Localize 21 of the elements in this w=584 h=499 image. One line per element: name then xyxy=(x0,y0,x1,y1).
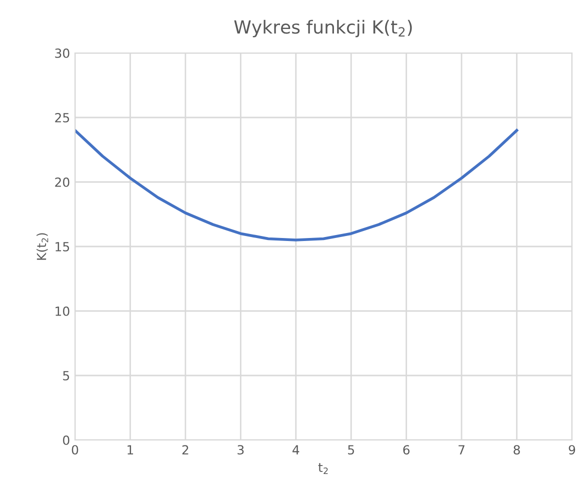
x-tick-label: 8 xyxy=(514,445,520,455)
x-tick-label: 3 xyxy=(238,445,244,455)
x-tick-label: 1 xyxy=(128,445,134,454)
x-tick-label: 7 xyxy=(458,445,464,454)
y-tick-label: 15 xyxy=(56,242,70,252)
line-series xyxy=(75,129,518,242)
x-tick-label: 9 xyxy=(568,445,576,455)
y-tick-label: 0 xyxy=(63,435,70,445)
y-axis-title: K(t$_{2}$) xyxy=(36,233,48,260)
y-tick-label: 30 xyxy=(55,48,70,58)
x-tick-label: 4 xyxy=(292,445,300,454)
y-tick-label: 20 xyxy=(55,177,70,187)
y-tick-label: 10 xyxy=(56,306,70,316)
x-tick-label: 5 xyxy=(348,445,354,455)
x-tick-label: 0 xyxy=(72,445,78,455)
y-tick-label: 25 xyxy=(55,112,70,122)
y-tick-label: 5 xyxy=(63,371,70,380)
x-tick-label: 6 xyxy=(403,445,410,455)
chart-title: Wykres funkcji K(t$_{2}$) xyxy=(234,20,412,38)
x-tick-label: 2 xyxy=(182,445,188,454)
x-axis-title: t$_{2}$ xyxy=(318,463,328,474)
